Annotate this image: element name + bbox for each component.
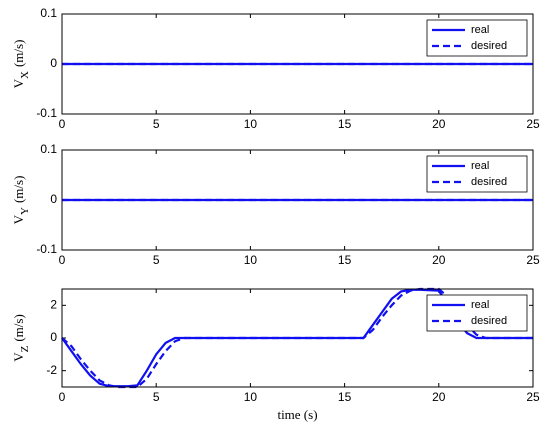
axes-frame xyxy=(61,13,534,115)
legend-label: real xyxy=(471,24,489,36)
x-tick-label: 15 xyxy=(338,390,352,404)
y-label-main: V xyxy=(11,352,26,362)
legend-box xyxy=(426,294,528,332)
y-label-sub: Z xyxy=(19,345,31,352)
x-tick-label: 25 xyxy=(526,253,540,267)
legend-box xyxy=(426,19,528,57)
y-label-unit: (m/s) xyxy=(11,40,26,67)
x-tick-label: 10 xyxy=(244,390,258,404)
x-tick-label: 25 xyxy=(526,390,540,404)
y-tick-label: -2 xyxy=(46,363,57,377)
y-tick-label: -0.1 xyxy=(36,242,57,256)
x-tick-label: 10 xyxy=(244,253,258,267)
y-label-main: V xyxy=(11,78,26,88)
axes-frame xyxy=(61,149,534,251)
x-tick-label: 0 xyxy=(59,253,66,267)
y-tick-label: 0 xyxy=(50,330,57,344)
x-tick-label: 15 xyxy=(338,117,352,131)
x-tick-label: 5 xyxy=(153,253,160,267)
x-tick-label: 0 xyxy=(59,117,66,131)
x-tick-label: 20 xyxy=(432,253,446,267)
y-axis-label: VY (m/s) xyxy=(11,176,31,225)
y-tick-label: 0 xyxy=(50,56,57,70)
axes-frame xyxy=(61,288,534,388)
x-tick-label: 5 xyxy=(153,117,160,131)
y-tick-label: 0 xyxy=(50,192,57,206)
legend-label: real xyxy=(471,299,489,311)
y-label-main: V xyxy=(11,214,26,224)
y-label-unit: (m/s) xyxy=(11,314,26,341)
legend-label: desired xyxy=(471,40,507,52)
legend-label: desired xyxy=(471,176,507,188)
legend-box xyxy=(426,155,528,193)
x-tick-label: 20 xyxy=(432,390,446,404)
x-tick-label: 0 xyxy=(59,390,66,404)
y-tick-label: -0.1 xyxy=(36,106,57,120)
x-tick-label: 25 xyxy=(526,117,540,131)
x-tick-label: 10 xyxy=(244,117,258,131)
x-tick-label: 15 xyxy=(338,253,352,267)
y-tick-label: 0.1 xyxy=(40,6,57,20)
y-axis-label: VX (m/s) xyxy=(11,40,31,89)
x-axis-label: time (s) xyxy=(277,407,317,422)
legend-label: desired xyxy=(471,315,507,327)
x-tick-label: 20 xyxy=(432,117,446,131)
y-tick-label: 0.1 xyxy=(40,142,57,156)
x-tick-label: 5 xyxy=(153,390,160,404)
y-axis-label: VZ (m/s) xyxy=(11,314,31,362)
y-tick-label: 2 xyxy=(50,298,57,312)
y-label-unit: (m/s) xyxy=(11,176,26,203)
y-label-sub: Y xyxy=(19,207,31,215)
legend-label: real xyxy=(471,160,489,172)
data-line xyxy=(61,287,533,389)
y-label-sub: X xyxy=(19,71,31,79)
